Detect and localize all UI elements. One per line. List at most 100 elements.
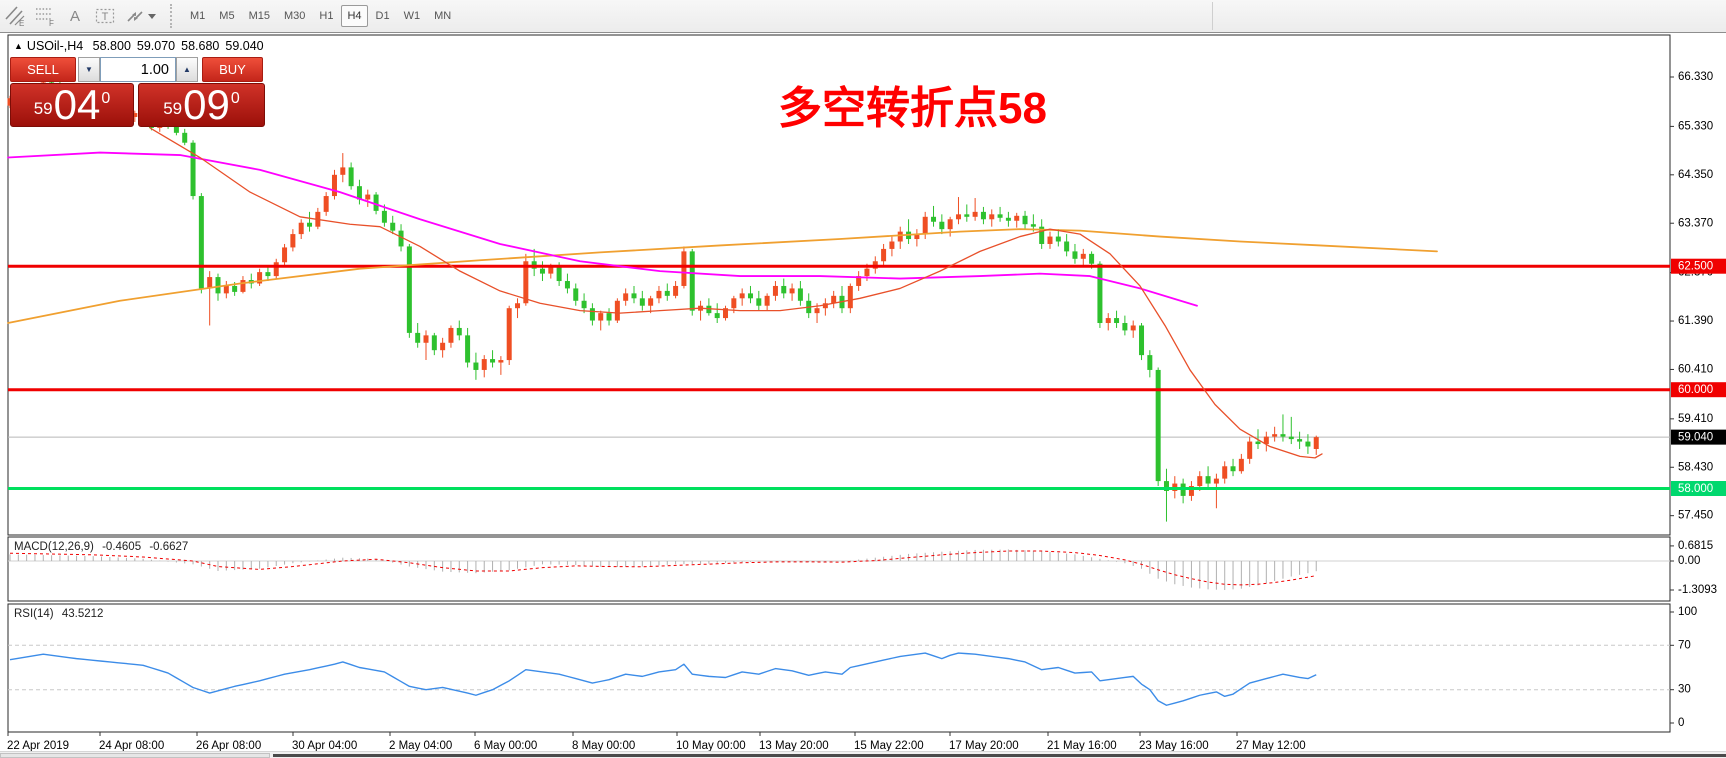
volume-decrease-button[interactable]: ▼ — [78, 57, 100, 82]
candle-down — [964, 214, 970, 217]
timeframe-m5[interactable]: M5 — [219, 10, 235, 22]
price-badge-label: 60.000 — [1678, 384, 1713, 396]
candle-up — [1130, 325, 1136, 331]
macd-pane[interactable] — [7, 536, 1671, 602]
candle-up — [972, 211, 978, 217]
svg-text:F: F — [49, 19, 54, 28]
timeframe-m30[interactable]: M30 — [283, 10, 306, 22]
candle-down — [606, 313, 612, 321]
sell-price-tile[interactable]: 59 04 0 — [10, 83, 134, 127]
candle-down — [664, 290, 670, 296]
candle-down — [564, 281, 570, 289]
candle-down — [490, 359, 496, 363]
candle-down — [390, 222, 396, 231]
timeframe-d1[interactable]: D1 — [375, 10, 390, 22]
candle-up — [847, 285, 853, 309]
candle-up — [298, 222, 304, 235]
candle-up — [282, 247, 288, 263]
candle-up — [132, 113, 138, 118]
candle-down — [307, 222, 313, 227]
rsi-pane[interactable] — [7, 603, 1671, 733]
timeframe-h1[interactable]: H1 — [319, 10, 334, 22]
candle-down — [1163, 481, 1169, 491]
candle-down — [1255, 441, 1261, 445]
volume-increase-button[interactable]: ▲ — [176, 57, 198, 82]
main-pane[interactable] — [7, 34, 1671, 536]
open-value: 58.800 — [92, 39, 131, 53]
candle-up — [498, 360, 504, 363]
time-tick-label: 21 May 16:00 — [1047, 740, 1117, 751]
candle-down — [473, 362, 479, 370]
candle-down — [456, 327, 462, 336]
sell-price-big: 04 — [53, 81, 101, 128]
price-badge-60.000 — [1671, 382, 1726, 398]
chart-canvas[interactable]: 66.33065.33064.35063.37062.37061.39060.4… — [0, 33, 1726, 751]
buy-button[interactable]: BUY — [202, 57, 263, 82]
candle-up — [448, 327, 454, 343]
macd-signal-value: -0.6627 — [149, 541, 189, 553]
buy-price-big: 09 — [183, 81, 230, 128]
time-tick-label: 27 May 12:00 — [1236, 740, 1306, 751]
candle-down — [348, 167, 354, 187]
candle-up — [240, 280, 246, 292]
rsi-tick-label: 30 — [1678, 684, 1691, 696]
candle-down — [198, 196, 204, 289]
time-tick-label: 13 May 20:00 — [759, 740, 829, 751]
candle-up — [323, 196, 329, 212]
candle-up — [331, 174, 337, 197]
candle-up — [1105, 318, 1111, 324]
candle-up — [1222, 466, 1228, 479]
candle-up — [1080, 253, 1086, 259]
candle-up — [598, 313, 604, 321]
candle-up — [856, 276, 862, 286]
candle-up — [223, 285, 229, 294]
price-badge-62.500 — [1671, 258, 1726, 274]
timeframe-h4[interactable]: H4 — [341, 5, 368, 27]
toolbar-grip[interactable] — [170, 4, 177, 28]
timeframe-bar: M1 M5 M15 M30 H1 H4 D1 W1 MN — [183, 5, 458, 27]
timeframe-m15[interactable]: M15 — [248, 10, 270, 22]
rsi-line — [9, 652, 1317, 706]
fibonacci-icon[interactable]: F — [31, 3, 59, 29]
cursor-modes-icon[interactable] — [121, 3, 159, 29]
macd-value: -0.4605 — [102, 541, 142, 553]
timeframe-m1[interactable]: M1 — [190, 10, 206, 22]
candle-up — [864, 268, 870, 277]
price-badge-label: 59.040 — [1678, 432, 1713, 444]
candle-down — [1230, 466, 1236, 472]
price-tick-label: 64.350 — [1678, 169, 1713, 181]
toolbar: E F A T — [0, 0, 1726, 33]
candle-down — [539, 268, 545, 274]
buy-price-tile[interactable]: 59 09 0 — [138, 83, 265, 127]
timeframe-w1[interactable]: W1 — [403, 10, 421, 22]
text-box-icon[interactable]: T — [91, 3, 119, 29]
candle-up — [614, 300, 620, 321]
candle-up — [814, 308, 820, 314]
timeframe-mn[interactable]: MN — [434, 10, 452, 22]
candle-up — [548, 266, 554, 274]
candle-down — [781, 285, 787, 294]
sell-button[interactable]: SELL — [10, 57, 76, 82]
candle-down — [1055, 236, 1061, 242]
candle-down — [1205, 476, 1211, 484]
candle-up — [1272, 434, 1278, 437]
symbol-label: USOil-,H4 — [26, 39, 84, 53]
collapse-triangle-icon[interactable]: ▲ — [14, 41, 23, 51]
text-label-icon[interactable]: A — [61, 3, 89, 29]
equidistant-channel-icon[interactable]: E — [1, 3, 29, 29]
candle-down — [573, 288, 579, 301]
candle-down — [714, 313, 720, 319]
horizontal-scrollbar[interactable] — [0, 751, 1726, 758]
candle-down — [797, 288, 803, 301]
close-value: 59.040 — [225, 39, 264, 53]
candle-up — [914, 234, 920, 240]
candle-up — [723, 308, 729, 319]
macd-tick-label: 0.00 — [1678, 555, 1700, 567]
scrollbar-thumb[interactable] — [0, 753, 270, 758]
candle-down — [1305, 441, 1311, 447]
volume-input[interactable] — [100, 57, 176, 82]
candle-up — [273, 262, 279, 277]
time-tick-label: 26 Apr 08:00 — [196, 740, 261, 751]
candle-down — [465, 335, 471, 363]
candle-up — [947, 219, 953, 230]
